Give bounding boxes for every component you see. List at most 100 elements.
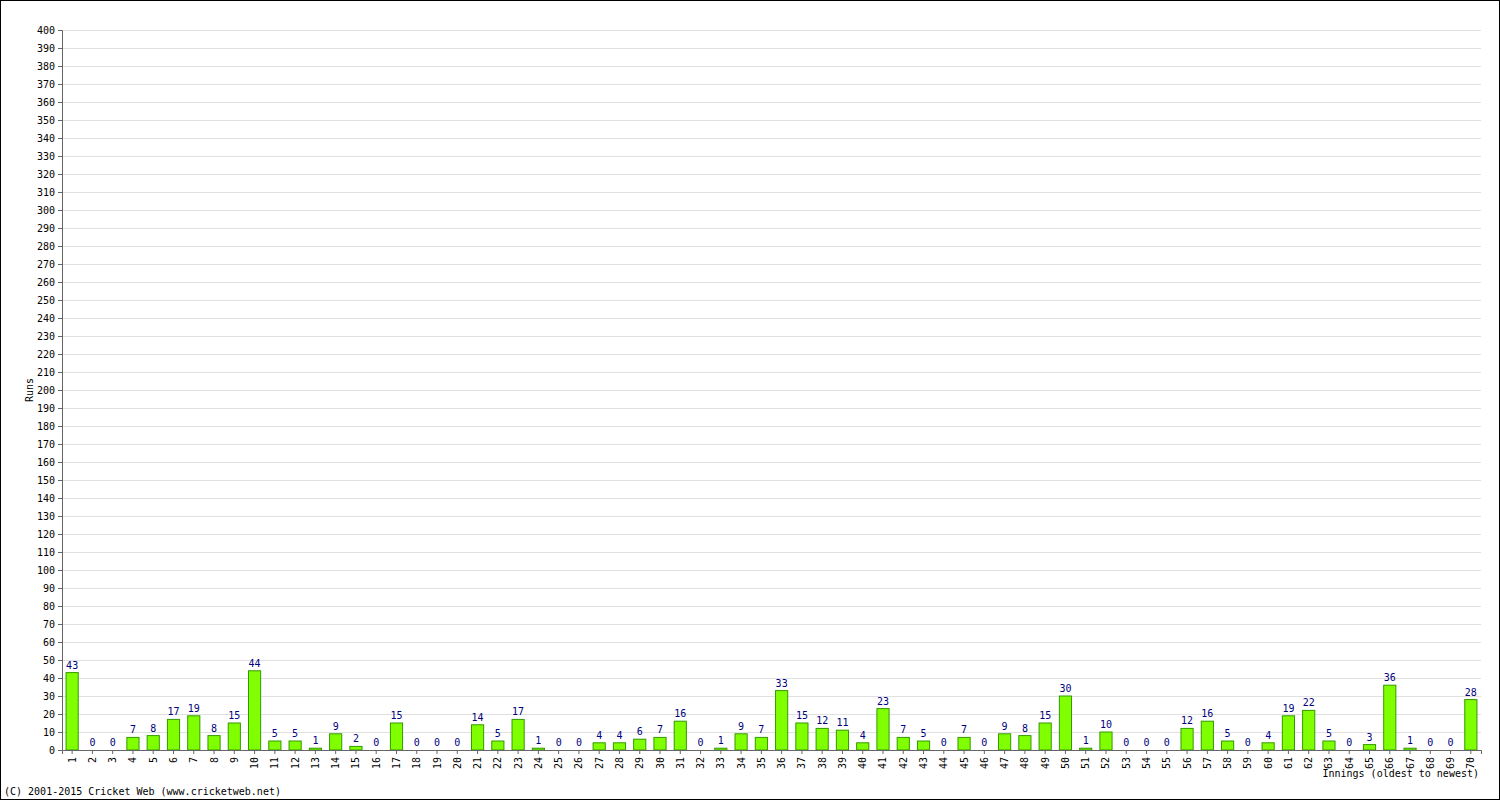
grid-line [62,426,1481,427]
x-tick-label: 22 [492,757,503,769]
grid-line [62,246,1481,247]
y-tick: 170 [37,439,62,450]
y-tick-mark [58,282,62,283]
x-tick: 32 [695,750,706,769]
x-tick: 12 [290,750,301,769]
grid-line [62,354,1481,355]
x-tick-label: 46 [979,757,990,769]
data-label: 16 [1201,708,1213,719]
x-tick-mark [619,750,620,754]
data-label: 4 [860,730,866,741]
x-tick: 21 [472,750,483,769]
bar [776,691,788,750]
x-tick-label: 59 [1242,757,1253,769]
data-label: 7 [657,724,663,735]
y-tick: 270 [37,259,62,270]
y-tick-mark [58,624,62,625]
bar [188,716,200,750]
x-tick-mark [1085,750,1086,754]
grid-line [62,696,1481,697]
y-tick-label: 360 [37,97,55,108]
x-tick: 65 [1364,750,1375,769]
x-tick-mark [599,750,600,754]
y-tick: 310 [37,187,62,198]
x-tick: 28 [614,750,625,769]
x-tick: 44 [938,750,949,769]
data-label: 33 [776,678,788,689]
x-tick-label: 12 [290,757,301,769]
x-tick-mark [761,750,762,754]
y-tick-mark [58,300,62,301]
x-tick-mark [92,750,93,754]
x-tick: 13 [310,750,321,769]
x-tick-mark [335,750,336,754]
copyright: (C) 2001-2015 Cricket Web (www.cricketwe… [4,786,281,797]
x-tick-mark [822,750,823,754]
data-label: 15 [1039,710,1051,721]
x-tick-label: 23 [513,757,524,769]
data-label: 12 [816,715,828,726]
x-tick-label: 54 [1141,757,1152,769]
bar [694,750,706,751]
x-tick-mark [964,750,965,754]
y-tick-label: 250 [37,295,55,306]
x-tick-mark [1389,750,1390,754]
x-tick: 68 [1425,750,1436,769]
data-label: 19 [1282,703,1294,714]
x-tick-mark [923,750,924,754]
grid-line [62,606,1481,607]
x-tick: 40 [857,750,868,769]
grid [62,31,1481,751]
grid-line [62,714,1481,715]
x-tick: 59 [1242,750,1253,769]
y-tick-label: 390 [37,43,55,54]
x-tick-mark [376,750,377,754]
bar [553,750,565,751]
data-label: 0 [941,737,947,748]
data-label: 0 [1164,737,1170,748]
y-tick-label: 50 [43,655,55,666]
y-tick-mark [58,174,62,175]
x-tick-mark [680,750,681,754]
x-tick: 39 [837,750,848,769]
data-labels: 4300781719815445519201500014517100446716… [66,658,1477,748]
x-tick-mark [132,750,133,754]
bar [512,719,524,750]
bar [370,750,382,751]
y-tick: 160 [37,457,62,468]
x-tick-mark [234,750,235,754]
y-tick-label: 110 [37,547,55,558]
bar [593,743,605,750]
data-label: 17 [167,706,179,717]
data-label: 7 [900,724,906,735]
data-label: 8 [150,723,156,734]
x-tick-label: 38 [817,757,828,769]
y-tick-label: 220 [37,349,55,360]
y-tick-label: 170 [37,439,55,450]
y-tick: 330 [37,151,62,162]
x-tick-mark [1349,750,1350,754]
x-tick-mark [214,750,215,754]
x-tick-label: 10 [249,757,260,769]
x-tick-mark [943,750,944,754]
bar [269,741,281,750]
x-tick: 17 [391,750,402,769]
data-label: 1 [312,735,318,746]
x-tick-mark [112,750,113,754]
x-tick-label: 45 [959,757,970,769]
y-tick-label: 10 [43,727,55,738]
y-tick-label: 330 [37,151,55,162]
x-tick: 67 [1405,750,1416,769]
x-tick-mark [903,750,904,754]
grid-line [62,660,1481,661]
bar [492,741,504,750]
y-tick-label: 140 [37,493,55,504]
x-tick-label: 41 [877,757,888,769]
y-tick: 230 [37,331,62,342]
y-tick-mark [58,732,62,733]
x-tick-label: 2 [87,757,98,763]
data-label: 12 [1181,715,1193,726]
data-label: 5 [1326,728,1332,739]
y-tick-mark [58,354,62,355]
data-label: 0 [1245,737,1251,748]
